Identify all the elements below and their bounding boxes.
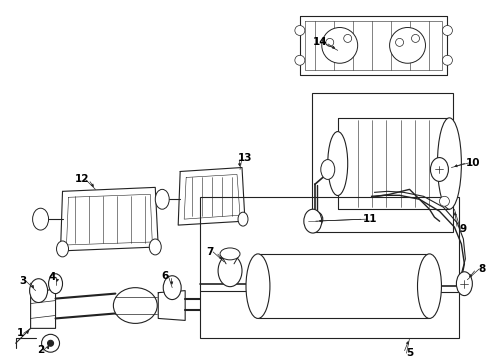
- Ellipse shape: [218, 255, 242, 287]
- Ellipse shape: [412, 35, 419, 42]
- Ellipse shape: [431, 158, 448, 181]
- Ellipse shape: [220, 248, 240, 260]
- Ellipse shape: [395, 39, 404, 46]
- Ellipse shape: [246, 254, 270, 319]
- Ellipse shape: [42, 334, 59, 352]
- Text: 1: 1: [17, 328, 24, 338]
- Ellipse shape: [149, 239, 161, 255]
- Text: 2: 2: [37, 345, 44, 355]
- Text: 14: 14: [313, 37, 327, 48]
- Text: 13: 13: [238, 153, 252, 163]
- Ellipse shape: [390, 27, 425, 63]
- Ellipse shape: [155, 189, 169, 209]
- Bar: [200, 197, 460, 338]
- Ellipse shape: [438, 118, 462, 209]
- Ellipse shape: [163, 276, 181, 300]
- Text: 5: 5: [406, 348, 413, 358]
- Text: 8: 8: [479, 264, 486, 274]
- Ellipse shape: [33, 208, 49, 230]
- Ellipse shape: [48, 340, 53, 346]
- Text: 11: 11: [363, 214, 377, 224]
- Ellipse shape: [295, 26, 305, 35]
- Bar: [312, 93, 453, 232]
- Ellipse shape: [49, 274, 63, 294]
- Text: 12: 12: [75, 175, 90, 184]
- Ellipse shape: [322, 27, 358, 63]
- Ellipse shape: [343, 35, 352, 42]
- Ellipse shape: [113, 288, 157, 323]
- Ellipse shape: [328, 131, 348, 195]
- Ellipse shape: [442, 26, 452, 35]
- Ellipse shape: [417, 254, 441, 319]
- Ellipse shape: [295, 55, 305, 65]
- Text: 7: 7: [206, 247, 214, 257]
- Text: 4: 4: [49, 272, 56, 282]
- Text: 6: 6: [162, 271, 169, 281]
- Text: 9: 9: [460, 224, 467, 234]
- Ellipse shape: [238, 212, 248, 226]
- Text: 3: 3: [19, 276, 26, 286]
- Ellipse shape: [56, 241, 69, 257]
- Ellipse shape: [456, 272, 472, 296]
- Text: 10: 10: [466, 158, 481, 167]
- Ellipse shape: [321, 159, 335, 179]
- Ellipse shape: [440, 196, 449, 206]
- Ellipse shape: [442, 55, 452, 65]
- Ellipse shape: [307, 211, 323, 227]
- Ellipse shape: [304, 209, 322, 233]
- Ellipse shape: [326, 39, 334, 46]
- Ellipse shape: [29, 279, 48, 302]
